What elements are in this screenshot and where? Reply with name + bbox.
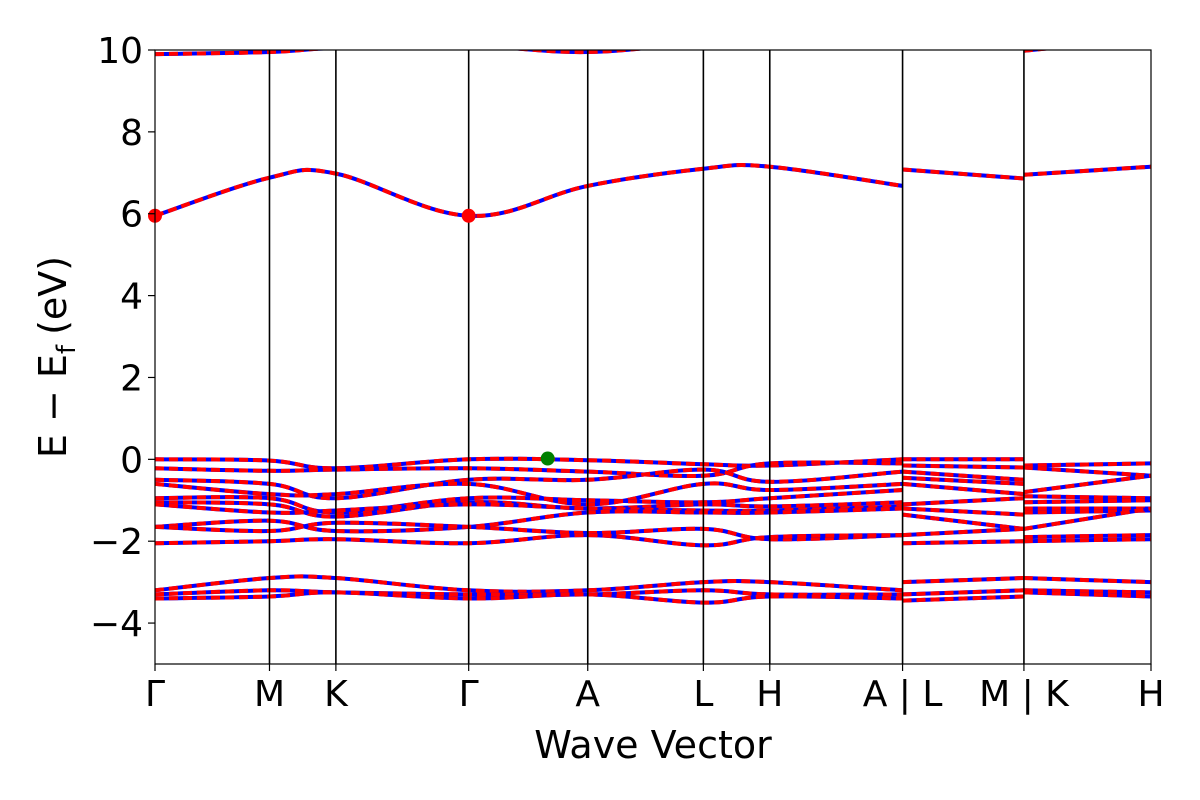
y-tick-label-3: 2	[120, 358, 143, 399]
y-tick-label-6: 8	[120, 113, 143, 154]
band-spin-down-seg1-b9	[902, 512, 1025, 531]
band-spin-up-seg0-b0	[155, 50, 646, 57]
x-tick-label-8: M | K	[979, 674, 1070, 715]
band-spin-down-seg1-b1	[902, 167, 1025, 181]
band-spin-up-seg2-b0	[1023, 50, 1052, 53]
bands-layer	[155, 40, 1151, 605]
extrema-markers	[148, 208, 555, 466]
y-tick-label-5: 6	[120, 195, 143, 236]
y-tick-label-2: 0	[120, 440, 143, 481]
band-spin-down-seg1-b0	[903, 40, 1024, 46]
band-spin-down-seg1-b14	[902, 594, 1024, 603]
y-axis-label: E − Ef (eV)	[31, 256, 82, 458]
band-spin-down-seg2-b4	[1023, 473, 1151, 495]
band-spin-down-seg1-b10	[902, 526, 1025, 538]
band-spin-down-seg2-b11	[1023, 537, 1151, 544]
x-tick-label-4: A	[575, 674, 600, 715]
y-axis-label-main: E − E	[31, 354, 75, 458]
plot-frame	[154, 49, 1152, 665]
kpoint-lines	[268, 50, 1025, 664]
band-spin-down-seg2-b2	[1023, 461, 1151, 468]
x-tick-label-0: Γ	[145, 674, 165, 715]
band-spin-down-seg2-b12	[1023, 576, 1151, 585]
band-spin-down-seg2-b6	[1023, 498, 1151, 505]
band-spin-down-seg1-b4	[902, 469, 1025, 482]
band-spin-down-seg2-b0	[1023, 50, 1052, 53]
band-spin-down-seg1-b5	[902, 475, 1025, 486]
x-tick-label-1: M	[254, 674, 285, 715]
band-spin-down-seg1-b12	[902, 576, 1024, 585]
x-tick-label-6: H	[756, 674, 783, 715]
x-tick-label-2: K	[324, 674, 349, 715]
y-tick-label-7: 10	[97, 31, 143, 72]
band-spin-down-seg2-b1	[1023, 164, 1151, 177]
band-spin-down-seg2-b5	[1023, 494, 1151, 501]
x-tick-label-7: A | L	[863, 674, 943, 715]
band-spin-down-seg1-b6	[902, 481, 1025, 497]
y-tick-label-0: −4	[90, 604, 143, 645]
x-axis-label: Wave Vector	[534, 723, 772, 767]
band-spin-down-seg2-b9	[1023, 506, 1151, 531]
band-spin-down-seg1-b8	[902, 506, 1025, 517]
band-spin-down-seg1-b13	[902, 588, 1024, 597]
x-tick-label-3: Γ	[459, 674, 479, 715]
band-spin-up-seg1-b0	[903, 40, 1024, 46]
x-tick-label-5: L	[693, 674, 713, 715]
y-axis-label-unit: (eV)	[31, 256, 75, 335]
band-spin-down-seg2-b10	[1023, 533, 1151, 540]
y-axis-label-subscript: f	[52, 344, 82, 354]
band-spin-down-seg1-b3	[902, 463, 1024, 470]
x-tick-label-9: H	[1137, 674, 1164, 715]
band-spin-down-seg2-b13	[1023, 588, 1151, 595]
band-spin-down-seg0-b1	[155, 163, 903, 218]
band-spin-up-seg0-b1	[155, 163, 903, 218]
y-axis-ticks: −4 −2 0 2 4 6 8 10	[90, 31, 155, 645]
cbm-marker-1	[461, 208, 476, 223]
y-tick-label-4: 4	[120, 277, 143, 318]
band-spin-down-seg2-b14	[1023, 590, 1151, 599]
y-tick-label-1: −2	[90, 522, 143, 563]
vbm-marker-0	[540, 451, 555, 466]
band-spin-down-seg1-b11	[902, 539, 1024, 546]
band-spin-down-seg1-b7	[902, 496, 1025, 507]
